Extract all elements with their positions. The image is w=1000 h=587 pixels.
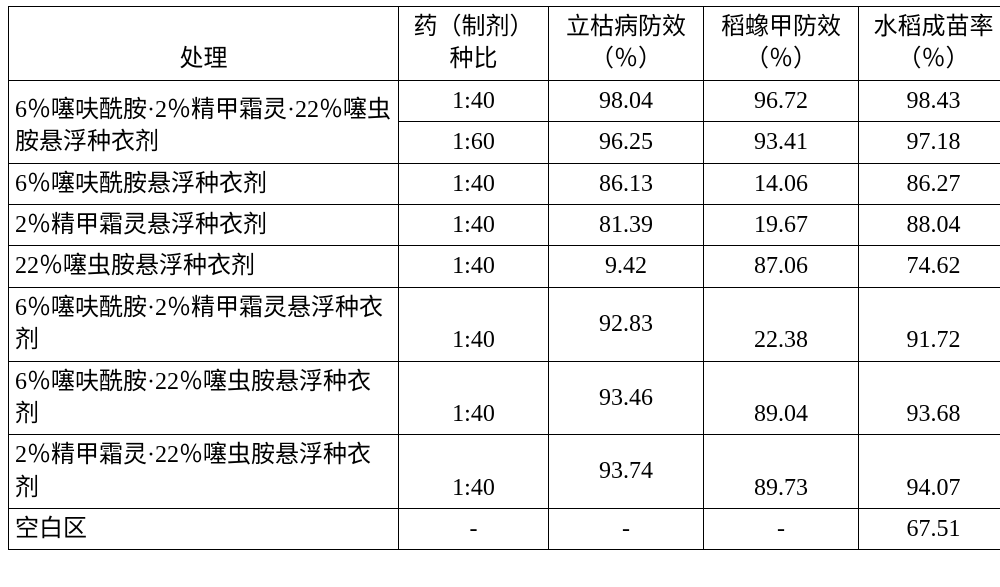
cell-ratio: 1:40: [399, 361, 549, 435]
col-header-ratio: 药（制剂）种比: [399, 7, 549, 81]
col-header-treatment: 处理: [9, 7, 399, 81]
cell-v2: 22.38: [704, 287, 859, 361]
cell-label: 空白区: [9, 509, 399, 550]
cell-v2: 93.41: [704, 122, 859, 163]
table-row: 2％精甲霜灵·22％噻虫胺悬浮种衣剂 1:40 93.74 89.73 94.0…: [9, 435, 1000, 509]
cell-label: 6％噻呋酰胺·22％噻虫胺悬浮种衣剂: [9, 361, 399, 435]
cell-v1: 93.74: [549, 435, 704, 509]
cell-v1: 96.25: [549, 122, 704, 163]
cell-label: 6％噻呋酰胺·2％精甲霜灵悬浮种衣剂: [9, 287, 399, 361]
cell-v1: 81.39: [549, 204, 704, 245]
cell-label: 2％精甲霜灵悬浮种衣剂: [9, 204, 399, 245]
cell-v1: 93.46: [549, 361, 704, 435]
cell-ratio: 1:60: [399, 122, 549, 163]
cell-ratio: 1:40: [399, 287, 549, 361]
cell-v2: 19.67: [704, 204, 859, 245]
cell-ratio: 1:40: [399, 204, 549, 245]
cell-v3: 91.72: [859, 287, 1000, 361]
cell-ratio: -: [399, 509, 549, 550]
cell-v2: 96.72: [704, 80, 859, 121]
col-header-v3: 水稻成苗率（％）: [859, 7, 1000, 81]
col-header-v2: 稻蟓甲防效（％）: [704, 7, 859, 81]
cell-ratio: 1:40: [399, 246, 549, 287]
cell-label: 6％噻呋酰胺·2％精甲霜灵·22％噻虫胺悬浮种衣剂: [9, 80, 399, 163]
table-row: 22％噻虫胺悬浮种衣剂 1:40 9.42 87.06 74.62: [9, 246, 1000, 287]
cell-v3: 74.62: [859, 246, 1000, 287]
table-row: 6％噻呋酰胺·22％噻虫胺悬浮种衣剂 1:40 93.46 89.04 93.6…: [9, 361, 1000, 435]
cell-ratio: 1:40: [399, 435, 549, 509]
cell-label: 6％噻呋酰胺悬浮种衣剂: [9, 163, 399, 204]
table-row: 空白区 - - - 67.51: [9, 509, 1000, 550]
table-row: 6％噻呋酰胺·2％精甲霜灵·22％噻虫胺悬浮种衣剂 1:40 98.04 96.…: [9, 80, 1000, 121]
table-header-row: 处理 药（制剂）种比 立枯病防效（％） 稻蟓甲防效（％） 水稻成苗率（％）: [9, 7, 1000, 81]
cell-v1: 9.42: [549, 246, 704, 287]
cell-v3: 86.27: [859, 163, 1000, 204]
cell-v1: 86.13: [549, 163, 704, 204]
cell-v3: 67.51: [859, 509, 1000, 550]
cell-v2: 89.73: [704, 435, 859, 509]
efficacy-table: 处理 药（制剂）种比 立枯病防效（％） 稻蟓甲防效（％） 水稻成苗率（％） 6％…: [8, 6, 1000, 550]
col-header-v1: 立枯病防效（％）: [549, 7, 704, 81]
cell-ratio: 1:40: [399, 163, 549, 204]
cell-v1: -: [549, 509, 704, 550]
cell-v3: 94.07: [859, 435, 1000, 509]
cell-ratio: 1:40: [399, 80, 549, 121]
cell-v3: 93.68: [859, 361, 1000, 435]
table-body: 6％噻呋酰胺·2％精甲霜灵·22％噻虫胺悬浮种衣剂 1:40 98.04 96.…: [9, 80, 1000, 550]
cell-v2: -: [704, 509, 859, 550]
cell-v2: 89.04: [704, 361, 859, 435]
cell-v1: 98.04: [549, 80, 704, 121]
cell-v2: 87.06: [704, 246, 859, 287]
table-row: 2％精甲霜灵悬浮种衣剂 1:40 81.39 19.67 88.04: [9, 204, 1000, 245]
cell-v3: 97.18: [859, 122, 1000, 163]
cell-label: 2％精甲霜灵·22％噻虫胺悬浮种衣剂: [9, 435, 399, 509]
table-row: 6％噻呋酰胺·2％精甲霜灵悬浮种衣剂 1:40 92.83 22.38 91.7…: [9, 287, 1000, 361]
table-row: 6％噻呋酰胺悬浮种衣剂 1:40 86.13 14.06 86.27: [9, 163, 1000, 204]
cell-v3: 88.04: [859, 204, 1000, 245]
cell-v2: 14.06: [704, 163, 859, 204]
cell-v3: 98.43: [859, 80, 1000, 121]
cell-v1: 92.83: [549, 287, 704, 361]
cell-label: 22％噻虫胺悬浮种衣剂: [9, 246, 399, 287]
